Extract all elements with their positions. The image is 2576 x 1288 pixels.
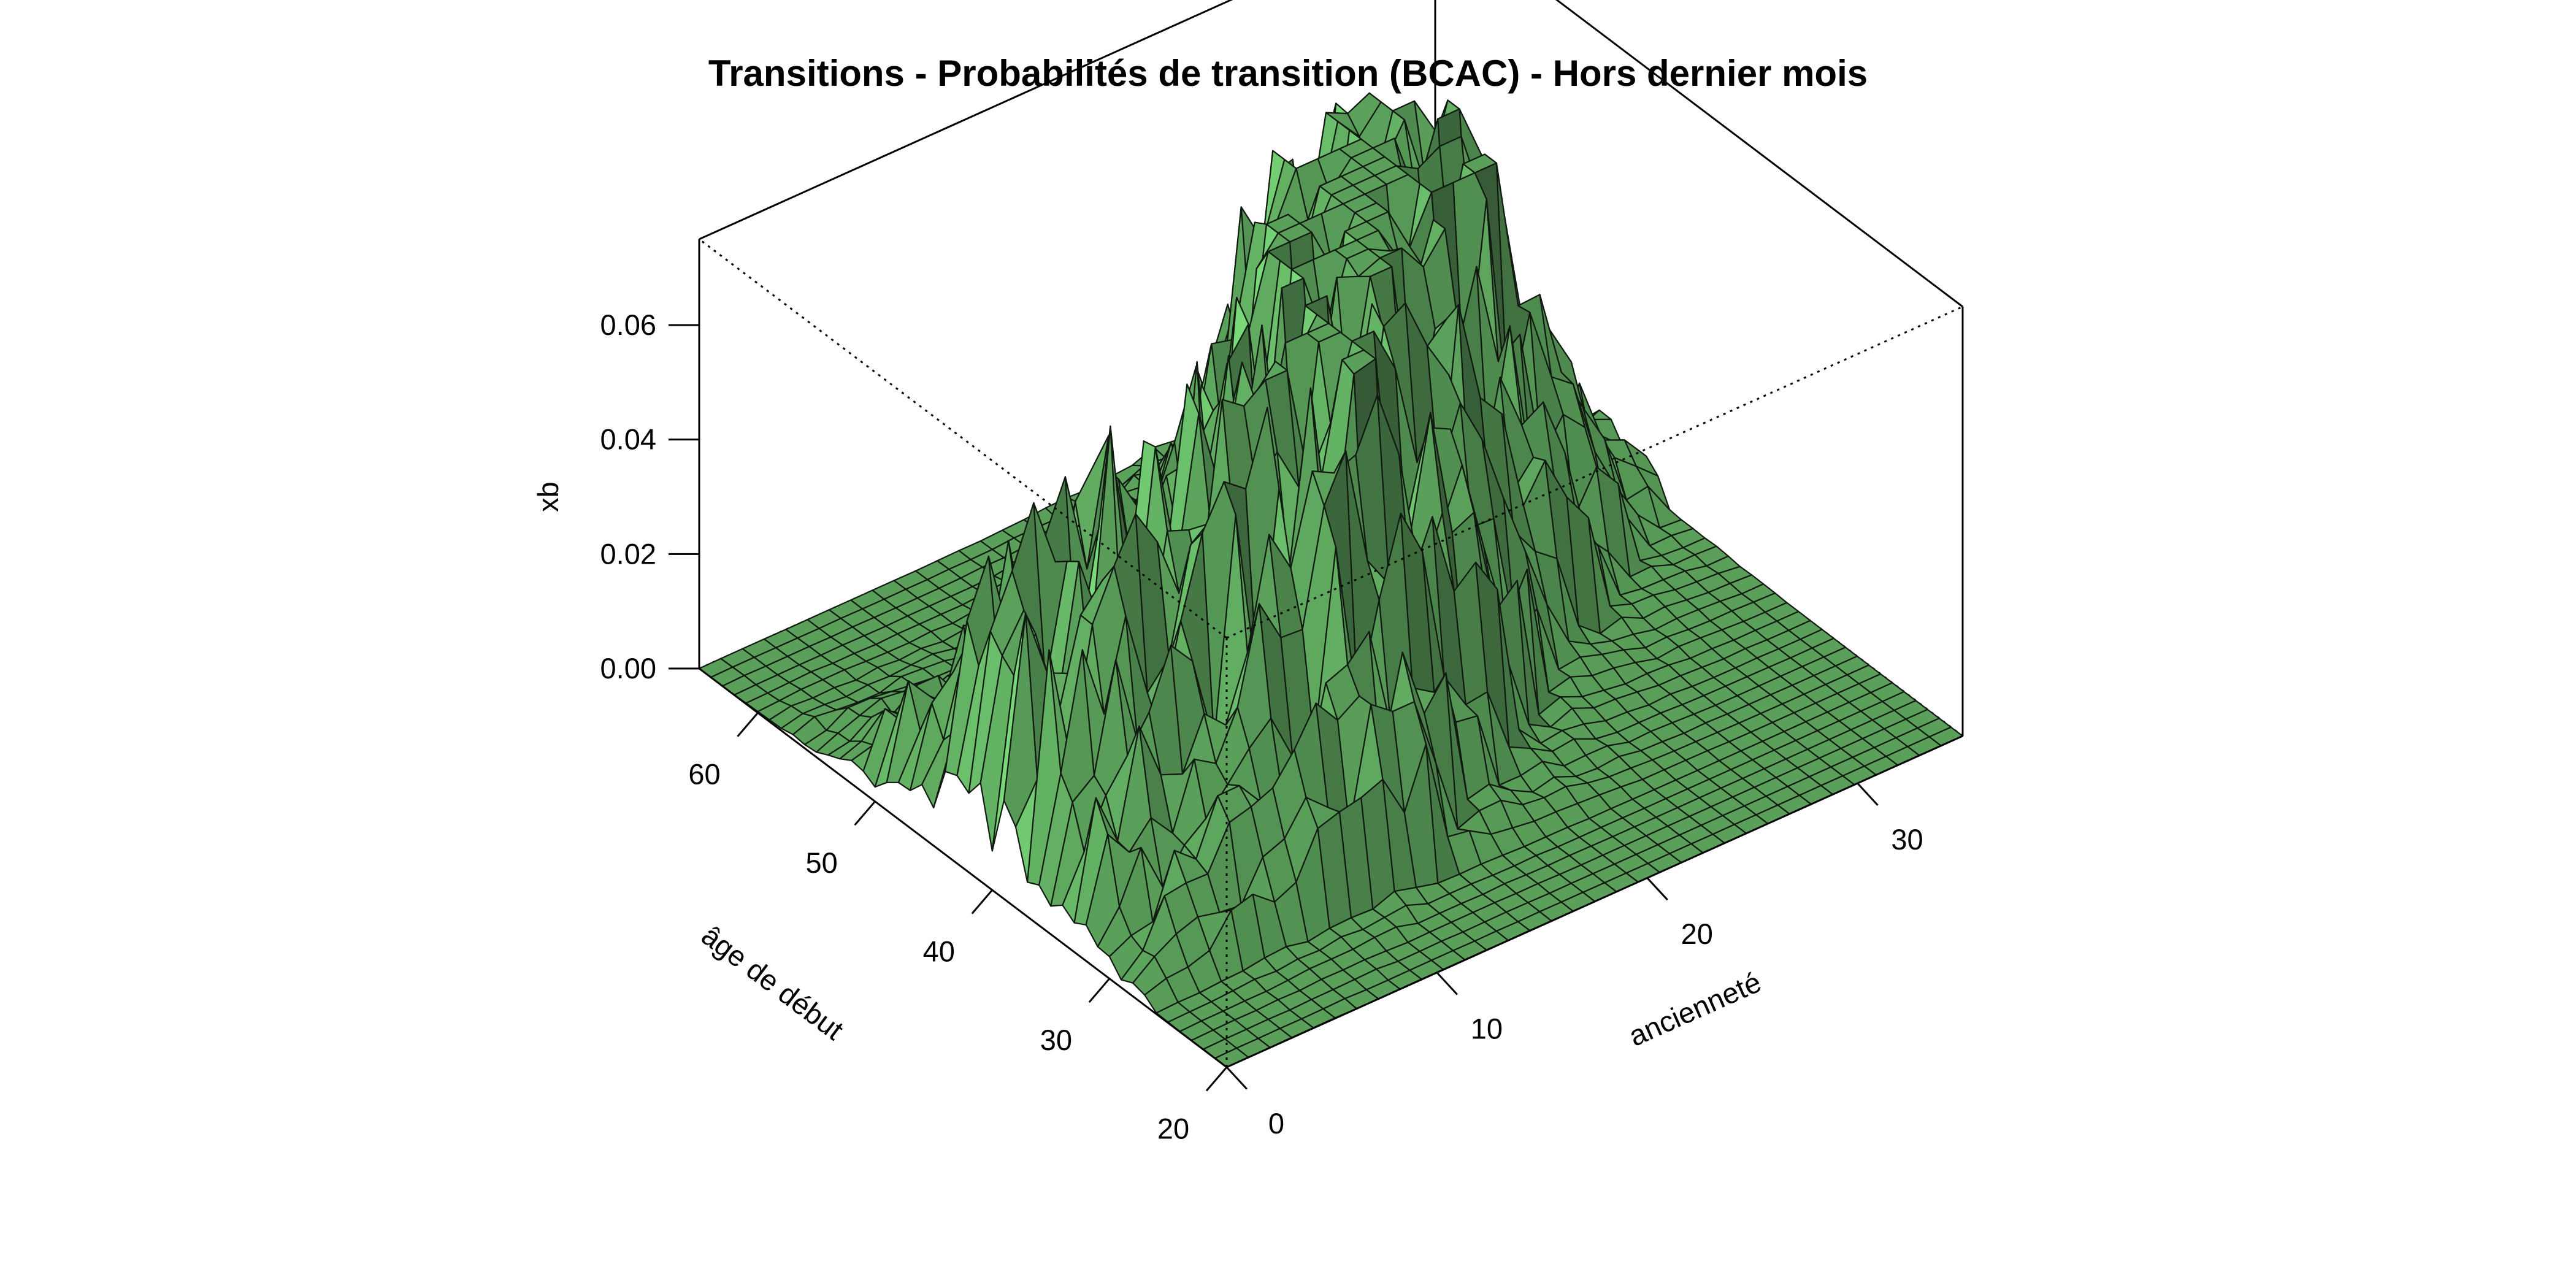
y-tick-label: 20 xyxy=(1681,918,1713,950)
box-edge-back-top-left xyxy=(699,0,1233,240)
box-edge-back-top-right xyxy=(1555,0,1963,308)
y-tick-mark xyxy=(1225,1066,1248,1090)
surface-mesh xyxy=(698,92,1964,1068)
x-tick-mark xyxy=(854,800,876,826)
x-tick-mark xyxy=(1088,978,1111,1003)
z-tick-label: 0.02 xyxy=(600,537,656,570)
y-tick-mark xyxy=(1646,877,1668,901)
box-edge-front-left xyxy=(699,667,1227,1068)
y-tick-mark xyxy=(1436,972,1458,995)
x-tick-mark xyxy=(737,712,759,737)
y-tick-label: 10 xyxy=(1471,1012,1503,1045)
z-axis-label: xb xyxy=(532,481,564,512)
z-tick-label: 0.00 xyxy=(600,652,656,684)
x-tick-mark xyxy=(1205,1067,1228,1092)
x-tick-label: 20 xyxy=(1157,1113,1189,1145)
z-tick-label: 0.06 xyxy=(600,309,656,341)
y-tick-label: 30 xyxy=(1891,823,1923,856)
bounding-box-front xyxy=(698,238,1964,1068)
x-axis-label: âge de début xyxy=(696,919,849,1046)
x-tick-label: 30 xyxy=(1040,1024,1072,1056)
x-tick-label: 50 xyxy=(806,846,838,879)
z-tick-label: 0.04 xyxy=(600,423,656,456)
x-tick-label: 60 xyxy=(688,758,720,791)
x-tick-label: 40 xyxy=(923,935,955,968)
box-edge-top-front-right xyxy=(1226,305,1963,639)
y-axis-label: ancienneté xyxy=(1623,965,1766,1052)
box-edge-front-right xyxy=(1226,735,1963,1068)
x-tick-mark xyxy=(971,889,993,914)
chart-title: Transitions - Probabilités de transition… xyxy=(708,53,1868,94)
y-tick-label: 0 xyxy=(1268,1107,1284,1140)
y-tick-mark xyxy=(1857,783,1879,806)
